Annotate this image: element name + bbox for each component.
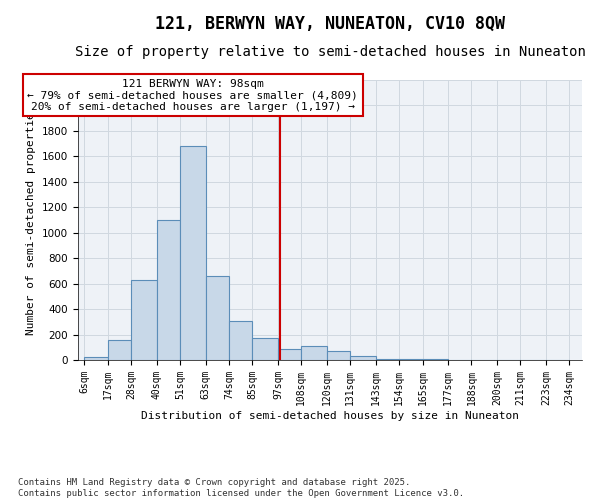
Text: 121, BERWYN WAY, NUNEATON, CV10 8QW: 121, BERWYN WAY, NUNEATON, CV10 8QW [155,15,505,33]
Bar [229,320,253,360]
Bar [206,276,229,360]
Bar [108,340,131,360]
Bar [131,280,157,360]
Bar [301,346,327,360]
Bar [327,351,350,360]
Text: Size of property relative to semi-detached houses in Nuneaton: Size of property relative to semi-detach… [74,45,586,59]
Y-axis label: Number of semi-detached properties: Number of semi-detached properties [26,106,37,335]
Bar [399,358,422,360]
Bar [422,358,448,360]
Bar [376,358,399,360]
Bar [253,338,278,360]
X-axis label: Distribution of semi-detached houses by size in Nuneaton: Distribution of semi-detached houses by … [141,410,519,420]
Bar [85,358,108,360]
Bar [157,220,180,360]
Bar [350,356,376,360]
Bar [278,348,301,360]
Text: Contains HM Land Registry data © Crown copyright and database right 2025.
Contai: Contains HM Land Registry data © Crown c… [18,478,464,498]
Text: 121 BERWYN WAY: 98sqm
← 79% of semi-detached houses are smaller (4,809)
20% of s: 121 BERWYN WAY: 98sqm ← 79% of semi-deta… [28,78,358,112]
Bar [180,146,206,360]
